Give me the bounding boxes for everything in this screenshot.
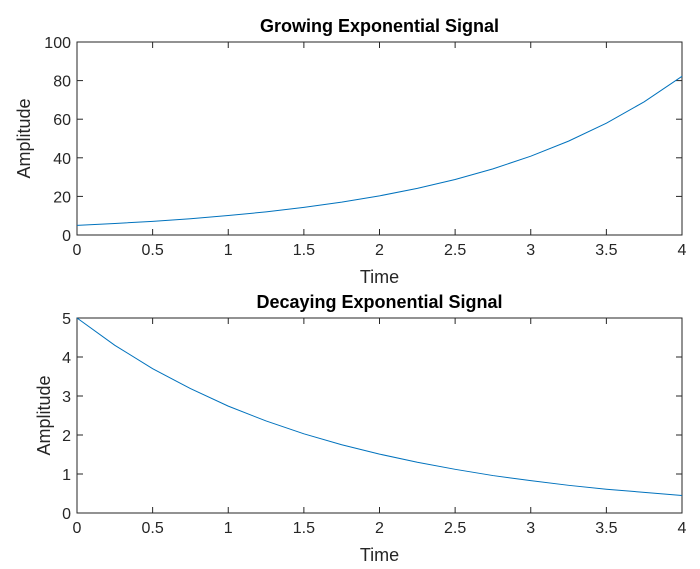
chart-2-xtick-label: 2.5 — [444, 520, 466, 537]
chart-1-xtick-label: 0.5 — [142, 242, 164, 259]
chart-2-xlabel: Time — [360, 545, 399, 565]
chart-2-ytick-label: 5 — [62, 311, 71, 328]
chart-2-xtick-label: 0 — [73, 520, 82, 537]
chart-1-xtick-label: 1.5 — [293, 242, 315, 259]
chart-2-ytick-label: 3 — [62, 389, 71, 406]
chart-1-ytick-label: 40 — [53, 151, 71, 168]
chart-1-xtick-label: 3.5 — [595, 242, 617, 259]
chart-2-title: Decaying Exponential Signal — [256, 292, 502, 312]
chart-1-xlabel: Time — [360, 267, 399, 287]
chart-1-xtick-label: 4 — [678, 242, 687, 259]
chart-1-ytick-label: 100 — [44, 35, 71, 52]
chart-1-ytick-label: 80 — [53, 74, 71, 91]
chart-2-axes-box — [76, 317, 683, 514]
chart-2-ytick-label: 2 — [62, 428, 71, 445]
chart-2-xtick-label: 3 — [526, 520, 535, 537]
chart-1-ylabel: Amplitude — [14, 98, 34, 178]
chart-2-xtick-label: 2 — [375, 520, 384, 537]
chart-2-ytick-label: 4 — [62, 350, 71, 367]
chart-2-ylabel: Amplitude — [34, 375, 54, 455]
chart-1-title: Growing Exponential Signal — [260, 16, 499, 36]
chart-2-ytick-label: 0 — [62, 506, 71, 523]
chart-1-ytick-label: 60 — [53, 112, 71, 129]
chart-2-xtick-label: 1.5 — [293, 520, 315, 537]
chart-1-ytick-label: 0 — [62, 228, 71, 245]
chart-1-xtick-label: 2.5 — [444, 242, 466, 259]
chart-1-xtick-label: 3 — [526, 242, 535, 259]
chart-2-xtick-label: 1 — [224, 520, 233, 537]
chart-2-ytick-label: 1 — [62, 467, 71, 484]
chart-1-xtick-label: 2 — [375, 242, 384, 259]
chart-2-xtick-label: 0.5 — [142, 520, 164, 537]
chart-1-ytick-label: 20 — [53, 189, 71, 206]
chart-1-xtick-label: 0 — [73, 242, 82, 259]
chart-2-xtick-label: 3.5 — [595, 520, 617, 537]
chart-2: 0 0.5 1 1.5 2 2.5 3 3.5 4 0 1 2 3 4 5 Decaying Exponent… — [34, 292, 687, 565]
chart-1-axes-box — [76, 41, 683, 236]
chart-1-series-line-1 — [76, 75, 683, 226]
chart-2-series-line-1 — [76, 317, 683, 496]
chart-2-xtick-label: 4 — [678, 520, 687, 537]
chart-1-xtick-label: 1 — [224, 242, 233, 259]
